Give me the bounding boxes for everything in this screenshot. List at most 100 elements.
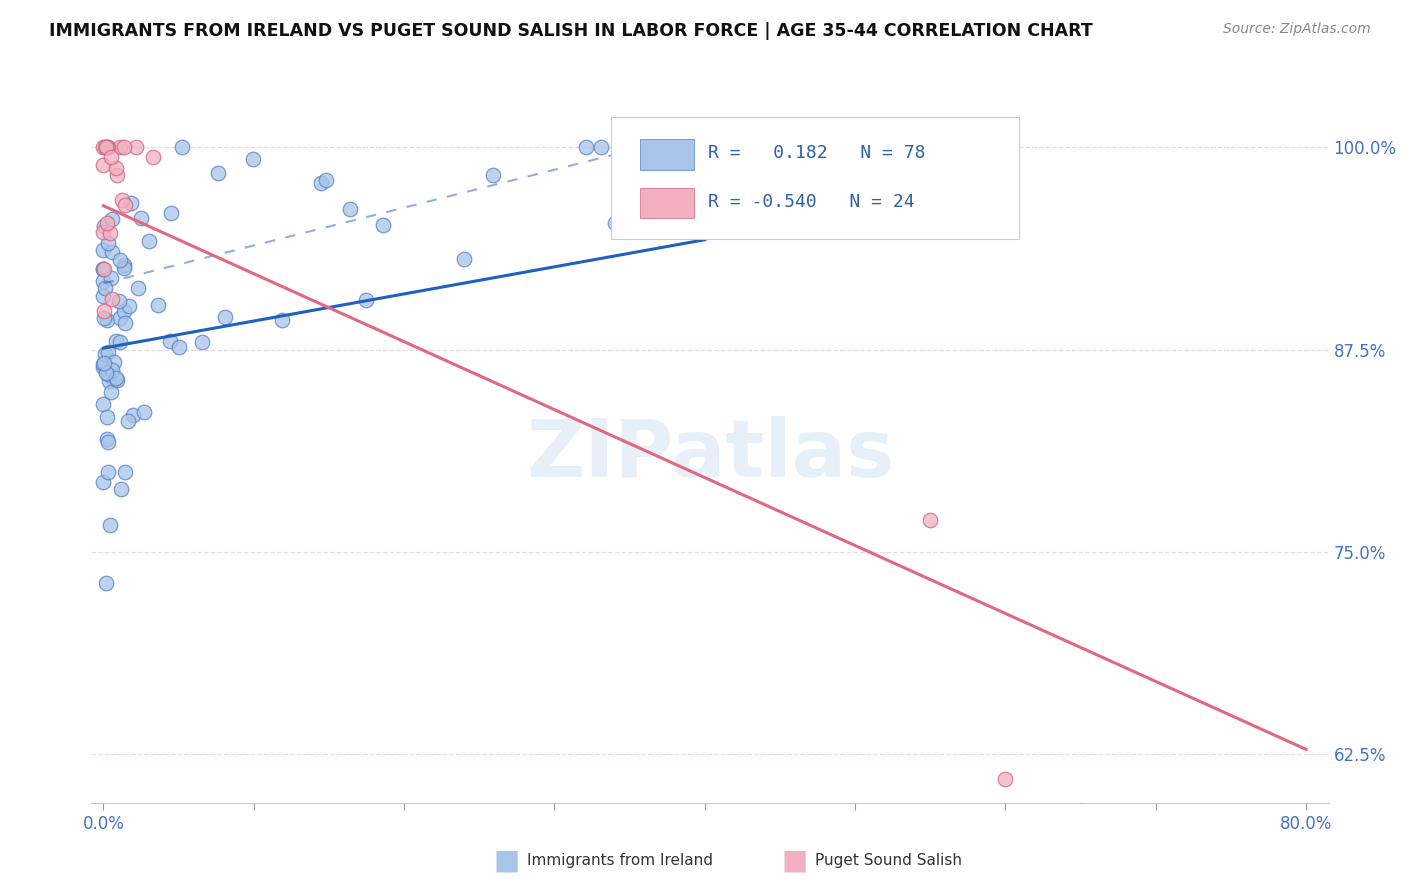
Point [172,140,194,154]
Point [93,274,115,288]
Point [994,772,1017,786]
Point [93,244,115,258]
Point [652,140,675,154]
Point [93,355,115,369]
Point [105,168,128,182]
Point [97,344,120,359]
Point [101,212,124,227]
Text: Puget Sound Salish: Puget Sound Salish [815,854,963,868]
Text: Source: ZipAtlas.com: Source: ZipAtlas.com [1223,22,1371,37]
Point [125,140,148,154]
Point [97,140,120,154]
Point [93,310,115,325]
Point [94,576,117,591]
Point [311,176,333,190]
Point [678,169,700,184]
Point [97,466,120,480]
Point [93,262,115,277]
Point [93,262,115,277]
Point [169,340,191,354]
Text: Immigrants from Ireland: Immigrants from Ireland [527,854,713,868]
Point [315,173,337,187]
Point [97,434,120,449]
Point [108,311,131,326]
Point [270,313,292,327]
Point [138,235,160,249]
Point [242,152,264,166]
Point [482,168,505,182]
Point [920,513,942,527]
Point [638,157,661,171]
Point [96,140,118,154]
Point [114,198,136,212]
Point [94,140,117,154]
Point [112,304,135,318]
Point [96,432,118,446]
Text: IMMIGRANTS FROM IRELAND VS PUGET SOUND SALISH IN LABOR FORCE | AGE 35-44 CORRELA: IMMIGRANTS FROM IRELAND VS PUGET SOUND S… [49,22,1092,40]
Point [589,140,612,154]
Text: ZIPatlas: ZIPatlas [526,416,894,494]
Point [108,293,131,308]
Point [453,252,475,267]
Point [127,281,149,295]
Point [114,465,136,479]
Point [100,271,122,285]
Point [100,227,122,241]
Point [371,218,394,232]
Point [93,261,115,276]
Point [105,334,128,348]
Point [142,151,165,165]
Point [96,216,118,230]
FancyBboxPatch shape [612,118,1019,239]
Point [108,140,131,154]
Point [98,518,121,533]
Text: R = -0.540   N = 24: R = -0.540 N = 24 [707,193,914,211]
Point [100,385,122,400]
Point [93,359,115,374]
Point [108,335,131,350]
Point [117,414,139,428]
Text: R =   0.182   N = 78: R = 0.182 N = 78 [707,144,925,162]
Point [1070,804,1092,818]
Point [94,140,117,154]
Point [207,166,229,180]
Point [129,211,152,226]
Point [94,347,117,361]
Point [356,293,378,308]
Point [93,140,115,154]
Point [120,195,142,210]
Point [160,206,183,220]
Point [93,357,115,371]
Point [101,293,124,307]
Point [93,289,115,303]
Point [96,366,118,380]
Point [118,299,141,313]
Point [214,310,236,325]
Point [191,334,214,349]
Point [93,158,115,172]
Text: ■: ■ [494,847,519,875]
Point [96,409,118,424]
FancyBboxPatch shape [640,187,695,219]
Point [93,304,115,318]
Point [112,140,135,154]
Point [105,161,128,175]
Point [339,202,361,216]
Point [93,396,115,410]
Point [110,482,132,496]
Point [100,244,122,259]
Point [159,334,181,349]
Point [100,149,122,163]
Point [93,225,115,239]
Point [132,405,155,419]
Point [105,373,128,387]
Point [575,140,598,154]
Point [111,193,134,207]
Point [105,370,128,384]
Point [97,367,120,381]
Point [108,253,131,268]
Point [93,475,115,490]
Point [93,219,115,233]
Point [114,316,136,330]
Point [112,261,135,276]
